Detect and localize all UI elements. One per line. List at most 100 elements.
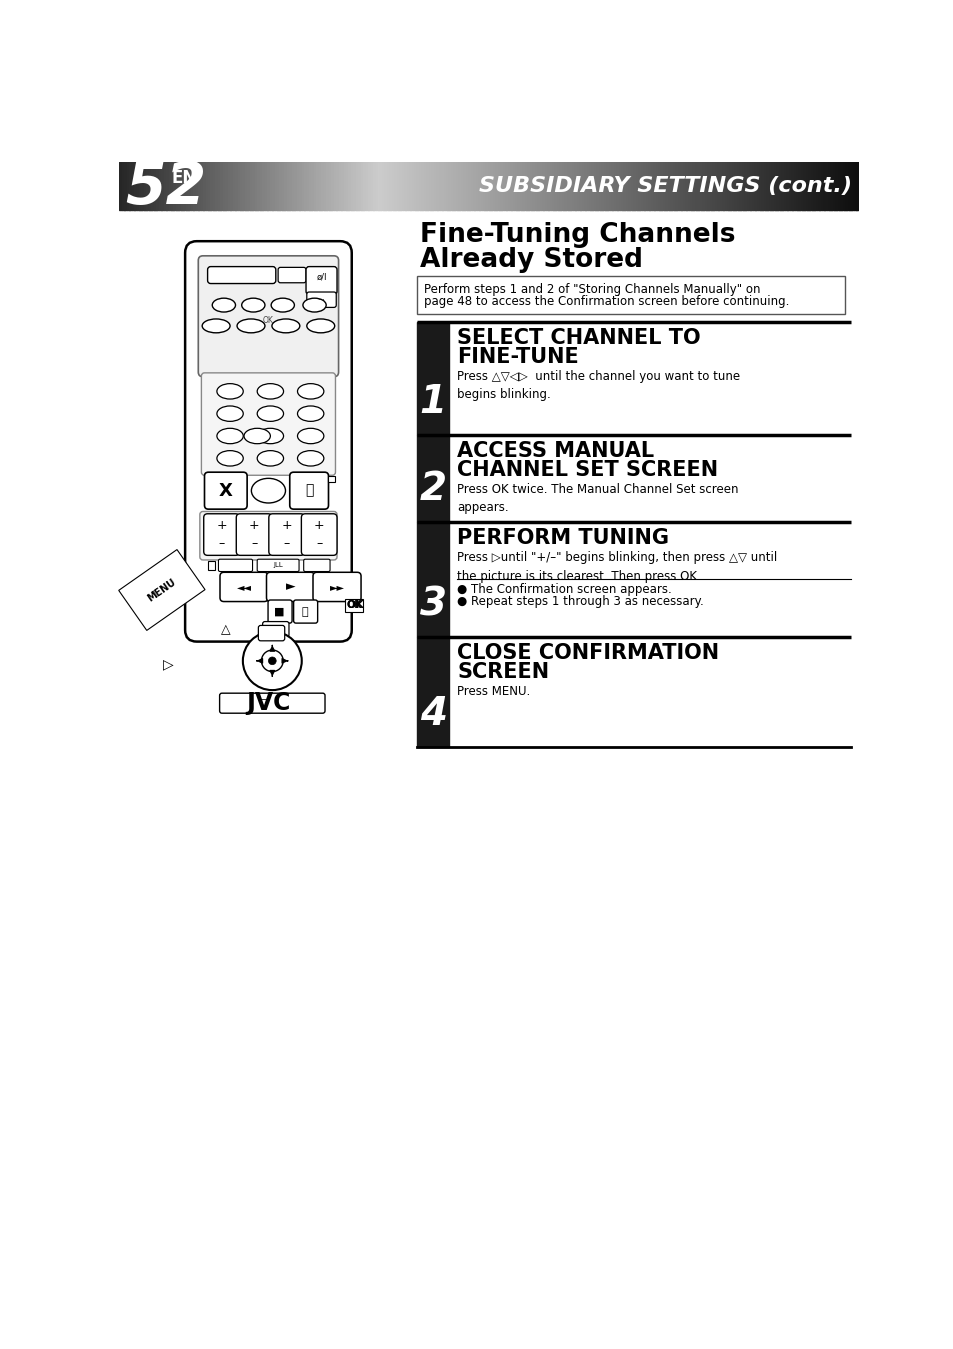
- Bar: [250, 162, 253, 209]
- Text: CHANNEL SET SCREEN: CHANNEL SET SCREEN: [456, 460, 718, 480]
- Bar: [343, 162, 346, 209]
- FancyBboxPatch shape: [290, 472, 328, 509]
- Text: ø/I: ø/I: [316, 272, 327, 282]
- Bar: [158, 162, 162, 209]
- Bar: [469, 162, 472, 209]
- Bar: [311, 162, 314, 209]
- Bar: [363, 162, 366, 209]
- Bar: [397, 162, 400, 209]
- Bar: [808, 162, 812, 209]
- Bar: [558, 162, 560, 209]
- Bar: [700, 162, 703, 209]
- Bar: [306, 162, 310, 209]
- Bar: [794, 162, 797, 209]
- Text: Press MENU.: Press MENU.: [456, 685, 530, 697]
- Bar: [215, 162, 218, 209]
- Bar: [276, 162, 280, 209]
- Bar: [481, 162, 484, 209]
- Circle shape: [243, 631, 301, 691]
- Bar: [500, 162, 504, 209]
- Bar: [382, 162, 386, 209]
- Bar: [508, 162, 512, 209]
- Bar: [405, 162, 408, 209]
- FancyBboxPatch shape: [307, 291, 335, 308]
- Bar: [587, 162, 590, 209]
- FancyBboxPatch shape: [236, 514, 272, 556]
- Ellipse shape: [297, 406, 323, 421]
- Bar: [730, 162, 733, 209]
- FancyBboxPatch shape: [257, 560, 298, 572]
- Bar: [156, 162, 159, 209]
- Bar: [368, 162, 371, 209]
- Bar: [575, 162, 578, 209]
- Bar: [696, 162, 699, 209]
- Bar: [654, 162, 657, 209]
- Text: +: +: [249, 519, 259, 532]
- Bar: [444, 162, 447, 209]
- Bar: [685, 162, 689, 209]
- Ellipse shape: [212, 298, 235, 312]
- Bar: [344, 599, 363, 611]
- Ellipse shape: [244, 428, 270, 444]
- Bar: [806, 162, 809, 209]
- Bar: [803, 162, 807, 209]
- Bar: [503, 162, 506, 209]
- Bar: [314, 162, 316, 209]
- Bar: [779, 162, 782, 209]
- Text: PERFORM TUNING: PERFORM TUNING: [456, 529, 668, 549]
- Bar: [416, 637, 449, 747]
- Text: OK: OK: [346, 600, 361, 610]
- Bar: [656, 162, 659, 209]
- Bar: [252, 162, 255, 209]
- Bar: [173, 162, 176, 209]
- Bar: [525, 162, 529, 209]
- FancyBboxPatch shape: [258, 626, 284, 641]
- Bar: [296, 162, 299, 209]
- Text: ⧖: ⧖: [305, 484, 313, 498]
- Text: 3: 3: [419, 585, 446, 623]
- Bar: [474, 162, 476, 209]
- Ellipse shape: [257, 383, 283, 399]
- Bar: [506, 162, 509, 209]
- Bar: [629, 162, 632, 209]
- Bar: [228, 162, 231, 209]
- Bar: [188, 162, 192, 209]
- Ellipse shape: [303, 298, 326, 312]
- Bar: [429, 162, 433, 209]
- Bar: [528, 162, 531, 209]
- Bar: [254, 162, 257, 209]
- Bar: [520, 162, 523, 209]
- Bar: [841, 162, 843, 209]
- Bar: [270, 162, 273, 209]
- Bar: [777, 162, 780, 209]
- Circle shape: [261, 650, 283, 672]
- FancyBboxPatch shape: [301, 514, 336, 556]
- Bar: [346, 162, 349, 209]
- Text: SELECT CHANNEL TO: SELECT CHANNEL TO: [456, 328, 700, 348]
- Bar: [582, 162, 585, 209]
- Bar: [766, 162, 770, 209]
- Text: ● The Confirmation screen appears.: ● The Confirmation screen appears.: [456, 583, 671, 596]
- Bar: [592, 162, 595, 209]
- Bar: [208, 162, 211, 209]
- Bar: [513, 162, 517, 209]
- Circle shape: [268, 657, 276, 665]
- Bar: [478, 162, 482, 209]
- Text: SUBSIDIARY SETTINGS (cont.): SUBSIDIARY SETTINGS (cont.): [479, 175, 852, 196]
- Bar: [688, 162, 691, 209]
- Ellipse shape: [216, 383, 243, 399]
- Bar: [247, 162, 251, 209]
- Bar: [390, 162, 394, 209]
- Bar: [146, 162, 150, 209]
- Bar: [449, 162, 453, 209]
- Bar: [833, 162, 837, 209]
- Bar: [272, 162, 275, 209]
- Bar: [294, 162, 297, 209]
- Bar: [416, 275, 844, 314]
- Bar: [240, 162, 243, 209]
- Bar: [264, 162, 268, 209]
- Bar: [550, 162, 553, 209]
- Bar: [536, 162, 538, 209]
- Text: ◄◄: ◄◄: [236, 581, 252, 592]
- Bar: [410, 162, 413, 209]
